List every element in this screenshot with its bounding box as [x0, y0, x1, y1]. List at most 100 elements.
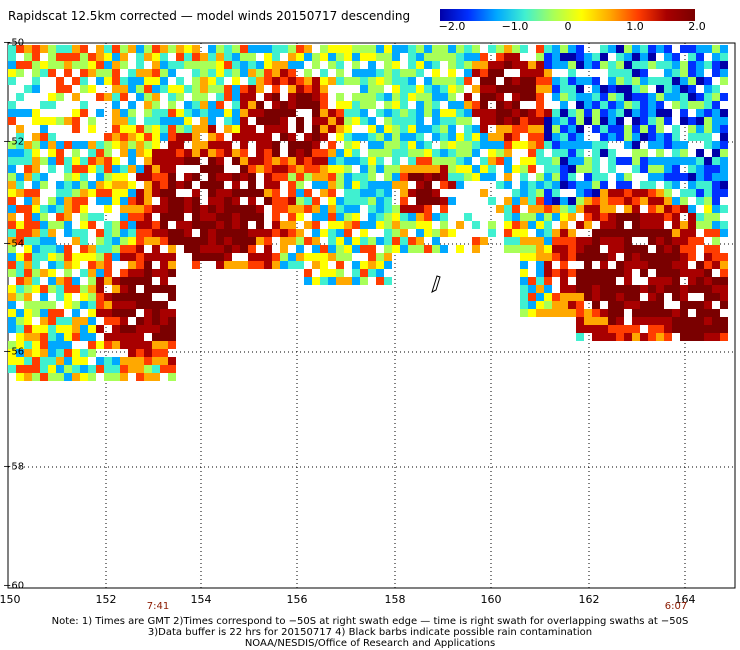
data-cell [432, 157, 440, 165]
data-cell [112, 277, 120, 285]
data-cell [16, 69, 24, 77]
data-cell [536, 253, 544, 261]
data-cell [296, 229, 304, 237]
data-cell [376, 237, 384, 245]
data-cell [256, 141, 264, 149]
data-cell [144, 45, 152, 53]
data-cell [8, 109, 16, 117]
data-cell [576, 269, 584, 277]
data-cell [176, 237, 184, 245]
data-cell [472, 53, 480, 61]
data-cell [312, 173, 320, 181]
data-cell [200, 253, 208, 261]
data-cell [16, 365, 24, 373]
data-cell [144, 365, 152, 373]
data-cell [696, 333, 704, 341]
data-cell [248, 53, 256, 61]
data-cell [640, 309, 648, 317]
data-cell [152, 229, 160, 237]
data-cell [712, 53, 720, 61]
data-cell [120, 285, 128, 293]
data-cell [16, 253, 24, 261]
data-cell [384, 133, 392, 141]
data-cell [152, 77, 160, 85]
data-cell [528, 309, 536, 317]
data-cell [256, 101, 264, 109]
data-cell [104, 189, 112, 197]
data-cell [568, 301, 576, 309]
data-cell [296, 245, 304, 253]
data-cell [400, 93, 408, 101]
data-cell [408, 125, 416, 133]
data-cell [8, 269, 16, 277]
data-cell [264, 173, 272, 181]
data-cell [664, 285, 672, 293]
data-cell [472, 173, 480, 181]
data-cell [656, 269, 664, 277]
data-cell [296, 189, 304, 197]
data-cell [696, 101, 704, 109]
data-cell [8, 61, 16, 69]
data-cell [720, 133, 728, 141]
data-cell [456, 245, 464, 253]
data-cell [680, 229, 688, 237]
data-cell [80, 221, 88, 229]
data-cell [56, 253, 64, 261]
data-cell [656, 93, 664, 101]
data-cell [680, 101, 688, 109]
data-cell [352, 61, 360, 69]
data-cell [568, 53, 576, 61]
data-cell [600, 173, 608, 181]
data-cell [32, 117, 40, 125]
data-cell [368, 53, 376, 61]
data-cell [680, 45, 688, 53]
data-cell [200, 93, 208, 101]
data-cell [656, 85, 664, 93]
data-cell [176, 53, 184, 61]
data-cell [576, 77, 584, 85]
data-cell [528, 77, 536, 85]
data-cell [584, 173, 592, 181]
data-cell [416, 181, 424, 189]
data-cell [352, 181, 360, 189]
data-cell [80, 269, 88, 277]
data-cell [624, 61, 632, 69]
data-cell [632, 197, 640, 205]
data-cell [560, 197, 568, 205]
data-cell [304, 69, 312, 77]
data-cell [392, 69, 400, 77]
data-cell [224, 109, 232, 117]
data-cell [320, 109, 328, 117]
data-cell [144, 93, 152, 101]
data-cell [640, 301, 648, 309]
data-cell [656, 173, 664, 181]
data-cell [712, 253, 720, 261]
data-cell [624, 285, 632, 293]
data-cell [664, 333, 672, 341]
data-cell [128, 109, 136, 117]
data-cell [272, 181, 280, 189]
data-cell [24, 189, 32, 197]
data-cell [408, 141, 416, 149]
data-cell [488, 173, 496, 181]
data-cell [56, 197, 64, 205]
data-cell [464, 93, 472, 101]
data-cell [208, 125, 216, 133]
data-cell [656, 285, 664, 293]
data-cell [448, 141, 456, 149]
data-cell [688, 85, 696, 93]
data-cell [472, 109, 480, 117]
data-cell [80, 325, 88, 333]
data-cell [384, 53, 392, 61]
data-cell [416, 53, 424, 61]
data-cell [336, 181, 344, 189]
data-cell [144, 317, 152, 325]
data-cell [336, 245, 344, 253]
data-cell [176, 109, 184, 117]
data-cell [96, 285, 104, 293]
data-cell [416, 69, 424, 77]
data-cell [328, 245, 336, 253]
data-cell [312, 165, 320, 173]
data-cell [696, 213, 704, 221]
data-cell [8, 325, 16, 333]
